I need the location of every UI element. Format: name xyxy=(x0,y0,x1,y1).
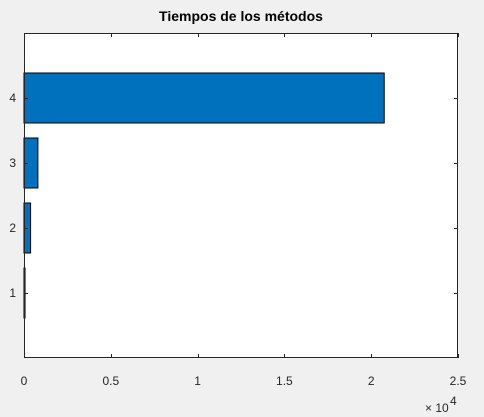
x-tick-label: 0.5 xyxy=(102,374,119,388)
y-tick-label: 1 xyxy=(9,286,16,300)
x-tick-label: 1.5 xyxy=(276,374,293,388)
y-tick-label: 2 xyxy=(9,221,16,235)
x-tick-label: 0 xyxy=(21,374,28,388)
x-tick-label: 2 xyxy=(368,374,375,388)
x-exponent-base: × 10 xyxy=(425,401,449,415)
bar-4 xyxy=(23,72,385,124)
x-axis-exponent: × 10 4 xyxy=(425,394,457,415)
y-tick-label: 4 xyxy=(9,91,16,105)
axes-box xyxy=(24,33,458,358)
x-exponent-power: 4 xyxy=(450,394,457,408)
chart-title: Tiempos de los métodos xyxy=(159,8,323,24)
x-tick-label: 2.5 xyxy=(450,374,467,388)
y-tick-label: 3 xyxy=(9,156,16,170)
x-tick-label: 1 xyxy=(194,374,201,388)
